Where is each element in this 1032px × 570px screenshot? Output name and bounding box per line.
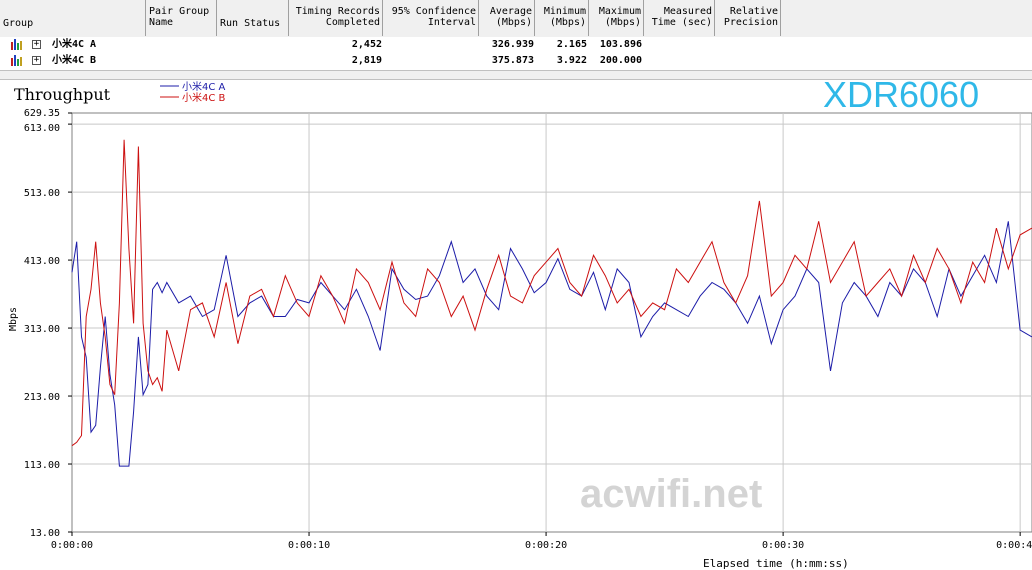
column-header-label: Measured Time (sec)	[651, 6, 712, 28]
series-line-b	[71, 139, 1032, 447]
legend-label-a: 小米4C A	[182, 80, 226, 93]
table-row[interactable]: + 小米4C A 2,452 326.939 2.165 103.896	[0, 37, 1032, 52]
pair-chart-icon	[11, 55, 22, 66]
x-tick-label: 0:00:4	[996, 540, 1032, 551]
timing-records-value: 2,452	[351, 39, 382, 50]
site-watermark: acwifi.net	[580, 472, 762, 516]
timing-records-value: 2,819	[351, 55, 382, 66]
column-header-maximum[interactable]: Maximum (Mbps)	[589, 0, 644, 36]
splitter[interactable]	[0, 70, 1032, 80]
table-row[interactable]: + 小米4C B 2,819 375.873 3.922 200.000	[0, 53, 1032, 68]
series-lines	[71, 139, 1032, 467]
x-tick-label: 0:00:20	[525, 540, 567, 551]
pair-name: 小米4C B	[52, 55, 97, 66]
pair-results-table: + 小米4C A 2,452 326.939 2.165 103.896 + 小…	[0, 37, 1032, 69]
column-header-group-label: Group	[3, 18, 34, 29]
y-axis: 13.00 113.00 213.00 313.00 413.00 513.00 613.0…	[24, 108, 72, 539]
y-tick-label: 613.00	[24, 123, 60, 134]
grid	[71, 112, 1032, 533]
x-axis-label: Elapsed time (h:mm:ss)	[703, 557, 849, 570]
plot-frame	[71, 112, 1032, 533]
throughput-chart: Throughput 小米4C A 小米4C B XDR6060 acwifi.…	[8, 79, 1032, 570]
expand-icon[interactable]: +	[32, 55, 41, 65]
column-header-label: Minimum (Mbps)	[543, 6, 586, 28]
column-header-label: 95% Confidence Interval	[391, 6, 476, 28]
column-header-confidence[interactable]: 95% Confidence Interval	[383, 0, 479, 36]
average-value: 375.873	[491, 55, 534, 66]
column-header-label: Average (Mbps)	[489, 6, 532, 28]
legend-label-b: 小米4C B	[182, 91, 226, 104]
y-tick-label: 13.00	[30, 528, 60, 539]
column-header-label: Timing Records Completed	[295, 6, 380, 28]
maximum-value: 103.896	[599, 39, 642, 50]
x-tick-label: 0:00:10	[288, 540, 330, 551]
x-axis: 0:00:00 0:00:10 0:00:20 0:00:30 0:00:4	[51, 532, 1032, 551]
x-tick-label: 0:00:30	[762, 540, 804, 551]
column-header-timing-records[interactable]: Timing Records Completed	[289, 0, 383, 36]
x-tick-label: 0:00:00	[51, 540, 93, 551]
column-header-bar: Group Pair Group Name Run Status Timing …	[0, 0, 1032, 38]
y-axis-label: Mbps	[8, 307, 19, 331]
series-line-a	[71, 221, 1032, 467]
y-tick-label: 313.00	[24, 324, 60, 335]
maximum-value: 200.000	[599, 55, 642, 66]
device-label: XDR6060	[823, 79, 979, 115]
pair-name: 小米4C A	[52, 39, 97, 50]
expand-icon[interactable]: +	[32, 39, 41, 49]
column-header-pair-group-name[interactable]: Pair Group Name	[146, 0, 217, 36]
legend: 小米4C A 小米4C B	[160, 80, 226, 104]
column-header-label: Run Status	[220, 18, 281, 29]
y-tick-label: 513.00	[24, 188, 60, 199]
pair-chart-icon	[11, 39, 22, 50]
y-tick-label: 629.35	[24, 108, 60, 119]
column-header-group[interactable]: Group	[0, 0, 146, 36]
minimum-value: 3.922	[556, 55, 587, 66]
column-header-run-status[interactable]: Run Status	[217, 0, 289, 36]
column-header-label: Maximum (Mbps)	[598, 6, 641, 28]
y-tick-label: 113.00	[24, 460, 60, 471]
y-tick-label: 413.00	[24, 256, 60, 267]
column-header-label: Relative Precision	[723, 6, 778, 28]
y-tick-label: 213.00	[24, 392, 60, 403]
column-header-label: Pair Group Name	[149, 6, 210, 28]
column-header-measured-time[interactable]: Measured Time (sec)	[644, 0, 715, 36]
chart-title: Throughput	[14, 85, 111, 104]
average-value: 326.939	[491, 39, 534, 50]
minimum-value: 2.165	[556, 39, 587, 50]
column-header-relative-precision[interactable]: Relative Precision	[715, 0, 781, 36]
column-header-minimum[interactable]: Minimum (Mbps)	[535, 0, 589, 36]
column-header-average[interactable]: Average (Mbps)	[479, 0, 535, 36]
